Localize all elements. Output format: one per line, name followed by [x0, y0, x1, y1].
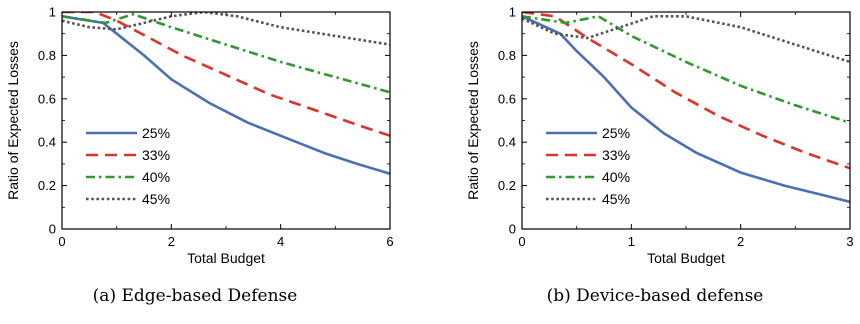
chart-caption: (b) Device-based defense — [547, 286, 764, 306]
legend-label: 40% — [602, 169, 630, 185]
x-tick-label: 4 — [277, 234, 284, 249]
legend-label: 25% — [602, 125, 630, 141]
y-tick-label: 0.8 — [498, 48, 516, 63]
series-line-25pct — [62, 15, 390, 175]
legend-label: 33% — [142, 147, 170, 163]
y-tick-label: 0.8 — [38, 48, 56, 63]
y-tick-label: 0 — [49, 222, 56, 237]
y-tick-label: 0.6 — [38, 91, 56, 106]
chart-caption: (a) Edge-based Defense — [93, 286, 298, 306]
legend-label: 45% — [602, 191, 630, 207]
x-axis-label: Total Budget — [647, 250, 725, 266]
chart-panel-b: 0 0.2 0.4 0.6 0.8 1 0 1 2 3 Total Budget Ratio of E… — [465, 5, 854, 307]
series-line-33pct — [62, 12, 390, 137]
legend-label: 33% — [602, 147, 630, 163]
y-axis-label: Ratio of Expected Losses — [465, 41, 481, 200]
x-tick-label: 6 — [386, 234, 393, 249]
series-line-45pct — [62, 12, 390, 46]
legend-label: 45% — [142, 191, 170, 207]
legend-label: 40% — [142, 169, 170, 185]
x-tick-label: 2 — [168, 234, 175, 249]
x-tick-label: 0 — [58, 234, 65, 249]
y-tick-label: 0.6 — [498, 91, 516, 106]
y-tick-label: 0.2 — [38, 178, 56, 193]
y-tick-label: 0.4 — [38, 135, 56, 150]
x-tick-label: 0 — [518, 234, 525, 249]
y-tick-label: 1 — [509, 5, 516, 20]
x-axis-label: Total Budget — [187, 250, 265, 266]
series-line-25pct — [522, 15, 850, 204]
series-line-40pct — [62, 12, 390, 94]
x-tick-label: 3 — [846, 234, 853, 249]
y-axis-label: Ratio of Expected Losses — [5, 41, 21, 200]
x-tick-label: 2 — [737, 234, 744, 249]
y-tick-label: 0 — [509, 222, 516, 237]
legend-label: 25% — [142, 125, 170, 141]
series-group — [62, 12, 390, 175]
y-tick-label: 0.2 — [498, 178, 516, 193]
series-group — [522, 12, 850, 204]
y-tick-label: 1 — [49, 5, 56, 20]
y-tick-label: 0.4 — [498, 135, 516, 150]
series-line-45pct — [522, 14, 850, 64]
chart-panel-a: 0 0.2 0.4 0.6 0.8 1 0 2 4 6 Total Budget Ratio of E… — [5, 5, 394, 307]
x-tick-label: 1 — [628, 234, 635, 249]
series-line-40pct — [522, 14, 850, 124]
